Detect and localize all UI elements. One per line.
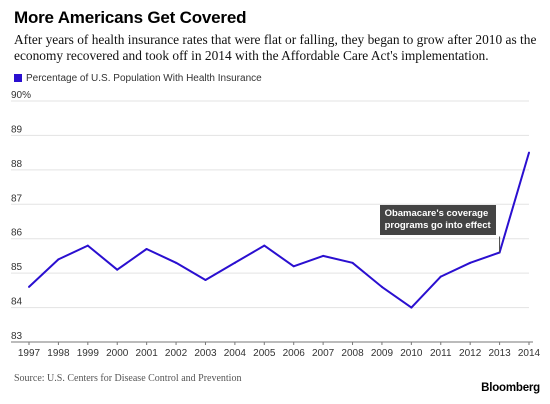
x-tick-label: 1999 (77, 348, 100, 359)
x-tick-label: 2009 (371, 348, 394, 359)
series-line (28, 152, 530, 309)
data-point (292, 265, 295, 268)
x-tick-label: 2012 (459, 348, 482, 359)
series-group (28, 151, 530, 309)
x-tick-label: 1997 (18, 348, 41, 359)
y-tick-label: 89 (11, 124, 23, 135)
y-axis-labels: 83 84 85 86 87 88 89 90% (11, 90, 31, 342)
brand-logo: Bloomberg (481, 382, 540, 394)
annotation-line-1: Obamacare's coverage (384, 208, 489, 220)
x-tick-label: 2004 (224, 348, 247, 359)
y-tick-label: 83 (11, 331, 23, 342)
data-point (469, 261, 472, 264)
data-point (175, 261, 178, 264)
data-point (263, 244, 266, 247)
chart-subtitle: After years of health insurance rates th… (14, 32, 537, 63)
x-tick-label: 2001 (136, 348, 159, 359)
y-tick-label: 88 (11, 159, 23, 170)
data-point (28, 285, 30, 288)
x-axis-labels: 1997 1998 1999 2000 2001 2002 2003 2004 2005 2006… (18, 342, 541, 359)
y-tick-label: 85 (11, 262, 23, 273)
annotation-callout: Obamacare's coverage programs go into ef… (379, 205, 496, 236)
x-tick-label: 2008 (341, 348, 364, 359)
data-point (322, 254, 325, 257)
y-tick-label: 86 (11, 228, 23, 239)
data-point (439, 275, 442, 278)
annotation-line-2: programs go into effect (384, 220, 491, 232)
x-tick-label: 2014 (518, 348, 541, 359)
source-note: Source: U.S. Centers for Disease Control… (14, 373, 242, 384)
x-tick-label: 2002 (165, 348, 188, 359)
x-tick-label: 2011 (430, 348, 452, 359)
x-tick-label: 2005 (253, 348, 276, 359)
data-point (233, 261, 236, 264)
data-point (351, 261, 354, 264)
gridlines (11, 100, 529, 309)
x-tick-label: 2013 (488, 348, 511, 359)
x-tick-label: 2003 (194, 348, 217, 359)
y-tick-label: 87 (11, 193, 23, 204)
legend-label: Percentage of U.S. Population With Healt… (26, 72, 262, 84)
x-tick-label: 2007 (312, 348, 335, 359)
y-tick-label: 84 (11, 297, 23, 308)
data-point (57, 258, 60, 261)
data-point (410, 306, 413, 309)
data-point (528, 151, 530, 154)
data-point (86, 244, 89, 247)
x-tick-label: 1998 (47, 348, 70, 359)
x-tick-label: 2010 (400, 348, 423, 359)
legend-swatch (14, 74, 22, 82)
x-tick-label: 2006 (283, 348, 306, 359)
data-point (380, 285, 383, 288)
data-point (204, 279, 207, 282)
x-tick-label: 2000 (106, 348, 129, 359)
data-point (145, 248, 148, 251)
y-tick-label: 90% (11, 90, 31, 101)
data-point (116, 268, 119, 271)
legend: Percentage of U.S. Population With Healt… (14, 71, 262, 85)
chart-title: More Americans Get Covered (14, 8, 247, 27)
